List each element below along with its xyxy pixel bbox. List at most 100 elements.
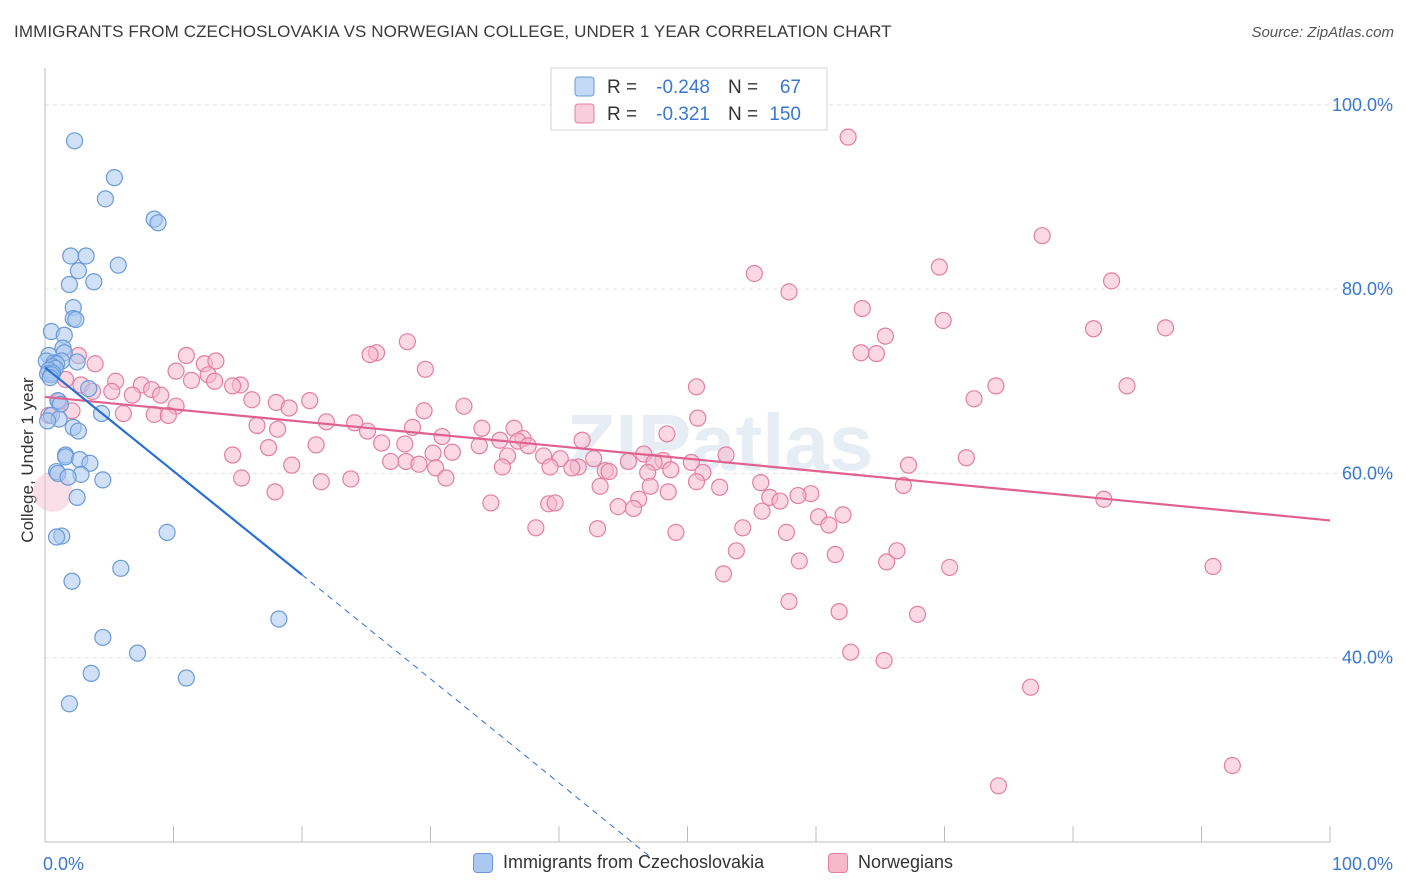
- norwegians-point: [934, 311, 952, 330]
- legend-n-label: N =: [728, 104, 758, 125]
- czechoslovakia-point: [63, 572, 81, 590]
- norwegians-point: [248, 416, 266, 435]
- norwegians-point: [1021, 678, 1040, 696]
- czechoslovakia-point: [68, 488, 86, 506]
- y-tick-label: 80.0%: [1342, 279, 1393, 299]
- norwegians-point: [443, 443, 461, 461]
- norwegians-point: [752, 474, 770, 492]
- czechoslovakia-point: [38, 412, 57, 430]
- norwegians-point: [342, 470, 360, 488]
- norwegians-point: [266, 483, 284, 501]
- norwegians-point: [382, 452, 400, 471]
- norwegians-point: [609, 498, 627, 516]
- norwegians-point: [416, 360, 434, 378]
- norwegians-point: [206, 372, 224, 390]
- norwegians-point: [527, 519, 545, 537]
- norwegians-point: [989, 777, 1008, 795]
- axes: [44, 68, 1331, 843]
- czechoslovakia-point: [69, 262, 88, 280]
- norwegians-point: [1084, 320, 1103, 338]
- norwegians-point: [573, 431, 591, 449]
- norwegians-point: [588, 520, 607, 538]
- norwegians-point: [437, 469, 455, 487]
- legend-item-czechoslovakia[interactable]: Immigrants from Czechoslovakia: [473, 852, 764, 873]
- czechoslovakia-point: [128, 644, 147, 662]
- norwegians-point: [876, 327, 894, 345]
- chart-title: IMMIGRANTS FROM CZECHOSLOVAKIA VS NORWEG…: [14, 22, 892, 41]
- legend-n-label: N =: [728, 77, 758, 98]
- y-tick-label: 60.0%: [1342, 463, 1393, 483]
- czechoslovakia-point: [105, 169, 123, 187]
- czechoslovakia-point: [177, 669, 195, 687]
- norwegians-point: [493, 458, 512, 476]
- legend-r-value: -0.248: [656, 77, 710, 98]
- norwegians-point: [941, 558, 959, 577]
- norwegians-point: [1204, 557, 1222, 576]
- norwegians-points: [32, 128, 1241, 795]
- norwegians-point: [361, 345, 379, 364]
- norwegians-point: [280, 399, 298, 417]
- czechoslovakia-point: [149, 214, 167, 232]
- norwegians-point: [398, 333, 416, 351]
- norwegians-point: [834, 506, 852, 524]
- norwegians-point: [473, 419, 491, 437]
- norwegians-point: [317, 413, 336, 431]
- norwegians-point: [878, 553, 896, 571]
- norwegians-point: [867, 345, 885, 363]
- norwegians-point: [182, 371, 201, 389]
- norwegians-point: [839, 128, 857, 146]
- norwegians-point: [745, 264, 763, 283]
- norwegians-point: [1102, 272, 1121, 290]
- czechoslovakia-trend-line: [44, 366, 303, 576]
- legend-n-value: 67: [780, 77, 801, 98]
- norwegians-point: [711, 478, 729, 496]
- norwegians-point: [689, 409, 707, 427]
- x-tick-label: 100.0%: [1332, 854, 1393, 874]
- norwegians-point: [358, 422, 377, 440]
- norwegians-point: [415, 402, 433, 420]
- trend-lines: [44, 366, 1331, 857]
- norwegians-point: [268, 420, 287, 438]
- norwegians-point: [114, 404, 132, 423]
- y-tick-labels: 100.0% 80.0% 60.0% 40.0%: [1332, 95, 1393, 668]
- czechoslovakia-point: [56, 448, 75, 466]
- czechoslovakia-point: [47, 528, 66, 546]
- norwegians-point: [658, 425, 676, 443]
- norwegians-point: [830, 603, 848, 621]
- norwegians-point: [207, 352, 225, 370]
- norwegians-point: [888, 542, 906, 560]
- czechoslovakia-point: [109, 256, 127, 274]
- norwegians-point: [734, 519, 752, 537]
- norwegians-point: [687, 473, 706, 491]
- czechoslovakia-point: [68, 353, 86, 371]
- norwegians-point: [842, 643, 860, 661]
- y-tick-label: 100.0%: [1332, 95, 1393, 115]
- czechoslovakia-point: [85, 273, 103, 291]
- norwegians-point: [1033, 227, 1051, 245]
- norwegians-point: [987, 377, 1005, 395]
- norwegians-point: [1118, 377, 1136, 395]
- legend-r-value: -0.321: [656, 104, 710, 125]
- legend-item-norwegians[interactable]: Norwegians: [828, 852, 953, 873]
- czechoslovakia-point: [158, 523, 176, 542]
- norwegians-point: [965, 390, 983, 408]
- x-tick-labels: 0.0% 100.0%: [43, 854, 1393, 874]
- legend-swatch: [574, 76, 595, 97]
- czechoslovakia-point: [94, 628, 112, 647]
- source-credit: Source: ZipAtlas.com: [1251, 24, 1394, 41]
- norwegians-point: [780, 283, 798, 301]
- czechoslovakia-point: [82, 664, 100, 682]
- norwegians-point: [957, 449, 975, 467]
- legend-bottom: Immigrants from Czechoslovakia Norwegian…: [0, 852, 1406, 878]
- norwegians-point: [482, 494, 500, 512]
- norwegians-point: [639, 463, 657, 482]
- norwegians-point: [563, 459, 581, 477]
- norwegians-point: [687, 378, 706, 396]
- norwegians-point: [717, 446, 735, 464]
- czechoslovakia-point: [96, 190, 114, 208]
- czechoslovakia-trend-extension: [301, 574, 650, 857]
- norwegians-point: [224, 377, 242, 395]
- norwegians-point: [662, 461, 680, 479]
- czechoslovakia-point: [270, 610, 288, 628]
- norwegians-point: [1223, 756, 1241, 775]
